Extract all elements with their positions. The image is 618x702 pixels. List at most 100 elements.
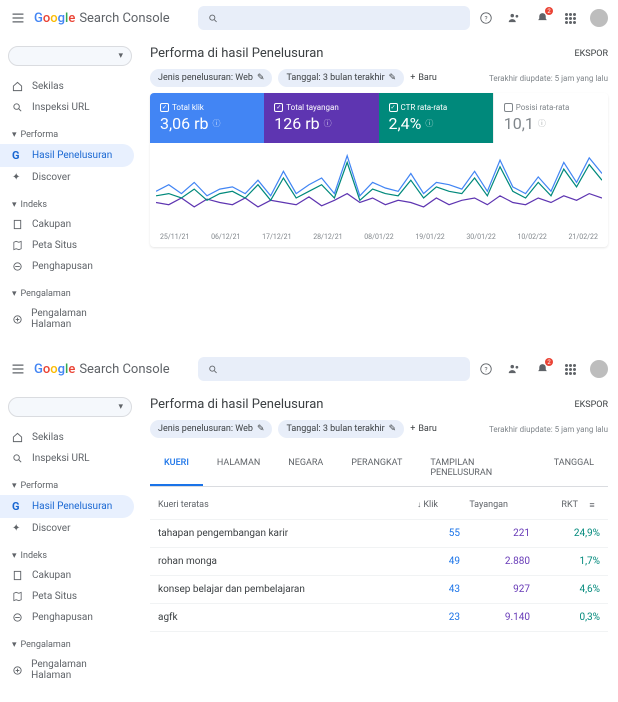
avatar[interactable] <box>590 360 608 378</box>
people-icon[interactable] <box>506 361 522 377</box>
svg-text:?: ? <box>484 14 487 22</box>
menu-icon[interactable] <box>10 10 26 26</box>
sidebar-item-discover[interactable]: ✦Discover <box>0 167 134 188</box>
bell-icon[interactable]: 2 <box>534 361 550 377</box>
sidebar-item-penghapusan[interactable]: Penghapusan <box>0 256 134 277</box>
people-icon[interactable] <box>506 10 522 26</box>
chart: 25/11/2106/12/2117/12/2128/12/2108/01/22… <box>150 143 608 247</box>
metric-card-0[interactable]: ✓Total klik 3,06 rbⓘ <box>150 93 264 143</box>
x-label: 17/12/21 <box>262 233 291 241</box>
sort-icon[interactable]: ↓ <box>417 500 421 509</box>
metric-card-2[interactable]: ✓CTR rata-rata 2,4%ⓘ <box>379 93 493 143</box>
plus-icon <box>12 314 23 325</box>
info-icon: ⓘ <box>425 118 433 129</box>
help-icon[interactable]: ? <box>478 10 494 26</box>
star-icon: ✦ <box>12 523 24 534</box>
x-label: 28/12/21 <box>313 233 342 241</box>
top-icons: ? 2 <box>478 9 608 27</box>
x-label: 08/01/22 <box>364 233 393 241</box>
tab-3[interactable]: PERANGKAT <box>337 450 416 486</box>
apps-icon[interactable] <box>562 10 578 26</box>
sidebar-item-pengalaman-halaman[interactable]: Pengalaman Halaman <box>0 303 134 335</box>
sidebar-item-peta[interactable]: Peta Situs <box>0 235 134 256</box>
sidebar: ▾ Sekilas Inspeksi URL ▾Performa GHasil … <box>0 387 140 694</box>
last-updated: Terakhir diupdate: 5 jam yang lalu <box>489 425 608 434</box>
sidebar-item-hasil[interactable]: GHasil Penelusuran <box>0 495 134 518</box>
search-input[interactable] <box>198 357 470 381</box>
add-filter[interactable]: +Baru <box>410 424 437 434</box>
chevron-down-icon: ▾ <box>118 402 123 412</box>
property-selector[interactable]: ▾ <box>8 397 132 417</box>
sidebar-item-inspect[interactable]: Inspeksi URL <box>0 448 134 469</box>
page-title-row: Performa di hasil Penelusuran EKSPOR <box>150 46 608 61</box>
menu-icon[interactable] <box>10 361 26 377</box>
map-icon <box>12 240 24 251</box>
bell-icon[interactable]: 2 <box>534 10 550 26</box>
logo: Google Search Console <box>34 11 170 26</box>
table-row[interactable]: agfk 23 9.140 0,3% <box>150 604 608 632</box>
table-row[interactable]: tahapan pengembangan karir 55 221 24,9% <box>150 520 608 548</box>
search-icon <box>12 102 24 113</box>
tab-1[interactable]: HALAMAN <box>203 450 274 486</box>
x-label: 21/02/22 <box>569 233 598 241</box>
chip-date[interactable]: Tanggal: 3 bulan terakhir ✎ <box>278 420 404 438</box>
check-icon <box>504 103 513 112</box>
info-icon: ⓘ <box>324 118 332 129</box>
property-selector[interactable]: ▾ <box>8 46 132 66</box>
tab-4[interactable]: TAMPILAN PENELUSURAN <box>416 450 539 486</box>
remove-icon <box>12 612 24 623</box>
x-label: 30/01/22 <box>466 233 495 241</box>
metric-card-1[interactable]: ✓Total tayangan 126 rbⓘ <box>264 93 378 143</box>
sidebar-item-hasil[interactable]: GHasil Penelusuran <box>0 144 134 167</box>
sidebar-item-discover[interactable]: ✦Discover <box>0 518 134 539</box>
sidebar-item-overview[interactable]: Sekilas <box>0 427 134 448</box>
brand-text: Search Console <box>79 11 169 26</box>
info-icon: ⓘ <box>538 118 546 129</box>
sidebar-item-peta[interactable]: Peta Situs <box>0 586 134 607</box>
chevron-down-icon: ▾ <box>118 51 123 61</box>
edit-icon: ✎ <box>257 73 265 83</box>
search-icon <box>12 453 24 464</box>
filters: Jenis penelusuran: Web ✎ Tanggal: 3 bula… <box>150 420 608 438</box>
apps-icon[interactable] <box>562 361 578 377</box>
table-row[interactable]: konsep belajar dan pembelajaran 43 927 4… <box>150 576 608 604</box>
page-title: Performa di hasil Penelusuran <box>150 46 323 61</box>
section-indeks: ▾Indeks <box>0 196 140 214</box>
x-label: 10/02/22 <box>517 233 546 241</box>
chip-type[interactable]: Jenis penelusuran: Web ✎ <box>150 420 272 438</box>
topbar: Google Search Console ? 2 <box>0 0 618 36</box>
metric-card-3[interactable]: Posisi rata-rata 10,1ⓘ <box>493 93 608 143</box>
tab-0[interactable]: KUERI <box>150 450 203 486</box>
sidebar-item-cakupan[interactable]: Cakupan <box>0 214 134 235</box>
tab-2[interactable]: NEGARA <box>274 450 337 486</box>
export-button[interactable]: EKSPOR <box>560 400 608 410</box>
logo: Google Search Console <box>34 362 170 377</box>
section-performa: ▾Performa <box>0 477 140 495</box>
topbar: Google Search Console ? 2 <box>0 351 618 387</box>
tab-5[interactable]: TANGGAL <box>540 450 608 486</box>
add-filter[interactable]: +Baru <box>410 73 437 83</box>
sidebar-item-inspect[interactable]: Inspeksi URL <box>0 97 134 118</box>
filters: Jenis penelusuran: Web ✎ Tanggal: 3 bula… <box>150 69 608 87</box>
avatar[interactable] <box>590 9 608 27</box>
chip-type[interactable]: Jenis penelusuran: Web ✎ <box>150 69 272 87</box>
edit-icon: ✎ <box>389 424 397 434</box>
check-icon: ✓ <box>274 103 283 112</box>
sidebar-item-penghapusan[interactable]: Penghapusan <box>0 607 134 628</box>
doc-icon <box>12 570 24 581</box>
filter-icon[interactable]: ≡ <box>584 497 600 513</box>
chip-date[interactable]: Tanggal: 3 bulan terakhir ✎ <box>278 69 404 87</box>
star-icon: ✦ <box>12 172 24 183</box>
remove-icon <box>12 261 24 272</box>
sidebar-item-cakupan[interactable]: Cakupan <box>0 565 134 586</box>
search-input[interactable] <box>198 6 470 30</box>
check-icon: ✓ <box>160 103 169 112</box>
metrics: ✓Total klik 3,06 rbⓘ ✓Total tayangan 126… <box>150 93 608 143</box>
sidebar-item-overview[interactable]: Sekilas <box>0 76 134 97</box>
svg-text:?: ? <box>484 365 487 373</box>
table-row[interactable]: rohan monga 49 2.880 1,7% <box>150 548 608 576</box>
export-button[interactable]: EKSPOR <box>560 49 608 59</box>
page-title-row: Performa di hasil Penelusuran EKSPOR <box>150 397 608 412</box>
help-icon[interactable]: ? <box>478 361 494 377</box>
sidebar-item-pengalaman-halaman[interactable]: Pengalaman Halaman <box>0 654 134 686</box>
